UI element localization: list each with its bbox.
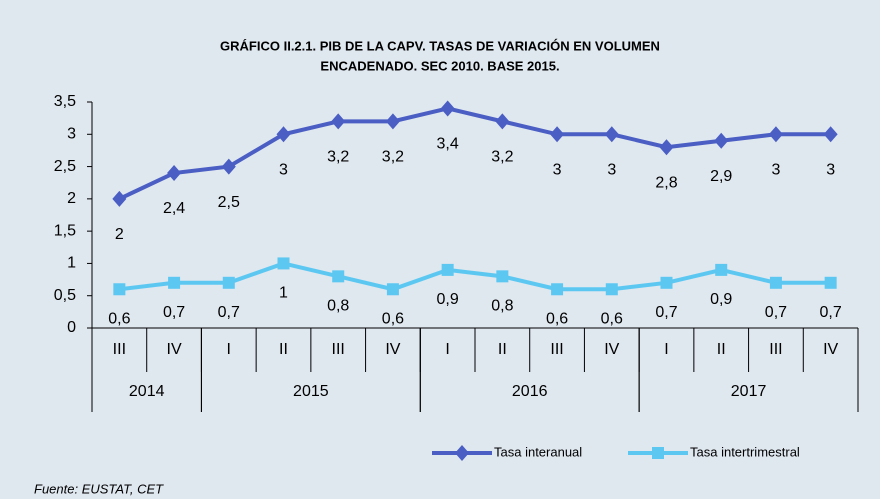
chart-subtitle: ENCADENADO. SEC 2010. BASE 2015. (320, 58, 559, 73)
marker (222, 276, 235, 289)
marker (659, 139, 674, 156)
y-tick-label: 2 (67, 190, 76, 207)
marker (551, 283, 564, 296)
marker (496, 270, 509, 283)
marker (276, 126, 291, 143)
year-label: 2015 (293, 383, 329, 400)
data-label: 0,7 (765, 304, 787, 321)
x-tick-label: IV (385, 341, 400, 358)
y-tick-label: 0,5 (54, 287, 76, 304)
x-tick-label: IV (604, 341, 619, 358)
x-tick-label: II (717, 341, 726, 358)
marker (495, 113, 510, 130)
x-tick-label: IV (823, 341, 838, 358)
source: Fuente: EUSTAT, CET (34, 481, 164, 496)
data-label: 3 (553, 162, 562, 179)
data-label: 2,9 (710, 168, 732, 185)
series-line (118, 106, 831, 201)
year-label: 2014 (129, 383, 165, 400)
marker (824, 276, 837, 289)
marker (277, 257, 290, 270)
data-label: 0,6 (546, 310, 568, 327)
x-tick-label: I (664, 341, 668, 358)
marker (715, 263, 728, 276)
chart-title: GRÁFICO II.2.1. PIB DE LA CAPV. TASAS DE… (220, 38, 660, 53)
data-label: 0,7 (163, 304, 185, 321)
x-tick-label: I (227, 341, 231, 358)
x-tick-label: IV (167, 341, 182, 358)
marker (168, 276, 181, 289)
data-label: 0,6 (108, 310, 130, 327)
legend-label: Tasa interanual (494, 444, 582, 459)
data-label: 2,8 (655, 174, 677, 191)
marker (386, 283, 399, 296)
data-label: 2,5 (218, 194, 240, 211)
marker (768, 126, 783, 143)
marker (823, 126, 838, 143)
data-label: 3,2 (491, 149, 513, 166)
y-tick-label: 2,5 (54, 158, 76, 175)
year-label: 2016 (512, 383, 548, 400)
marker (221, 158, 236, 175)
marker (167, 165, 182, 182)
marker (550, 126, 565, 143)
marker (440, 100, 455, 117)
y-tick-label: 0 (67, 319, 76, 336)
data-label: 0,6 (601, 310, 623, 327)
y-tick-label: 3,5 (54, 93, 76, 110)
marker (112, 190, 127, 207)
x-tick-label: III (550, 341, 563, 358)
legend-label: Tasa intertrimestral (690, 444, 800, 459)
marker (604, 126, 619, 143)
x-tick-label: III (332, 341, 345, 358)
marker (652, 447, 664, 459)
year-label: 2017 (731, 383, 767, 400)
y-tick-label: 3 (67, 126, 76, 143)
marker (331, 113, 346, 130)
data-label: 0,6 (382, 310, 404, 327)
data-label: 1 (279, 285, 288, 302)
data-label: 0,8 (491, 298, 513, 315)
marker (769, 276, 782, 289)
series-line (119, 261, 831, 292)
data-label: 0,7 (218, 304, 240, 321)
data-label: 0,9 (710, 291, 732, 308)
marker (714, 132, 729, 149)
marker (385, 113, 400, 130)
marker (441, 263, 454, 276)
marker (455, 445, 469, 461)
data-label: 0,8 (327, 298, 349, 315)
data-label: 3 (279, 162, 288, 179)
data-label: 3 (607, 162, 616, 179)
data-label: 3 (771, 162, 780, 179)
y-tick-label: 1,5 (54, 222, 76, 239)
marker (660, 276, 673, 289)
marker (605, 283, 618, 296)
marker (113, 283, 126, 296)
data-label: 0,7 (820, 304, 842, 321)
marker (332, 270, 345, 283)
x-tick-label: III (769, 341, 782, 358)
data-label: 3,4 (437, 136, 459, 153)
data-label: 0,9 (437, 291, 459, 308)
x-tick-label: II (279, 341, 288, 358)
data-label: 3 (826, 162, 835, 179)
x-tick-label: I (445, 341, 449, 358)
x-tick-label: II (498, 341, 507, 358)
x-tick-label: III (113, 341, 126, 358)
data-label: 2,4 (163, 200, 185, 217)
data-label: 0,7 (655, 304, 677, 321)
data-label: 2 (115, 226, 124, 243)
data-label: 3,2 (327, 149, 349, 166)
y-tick-label: 1 (67, 255, 76, 272)
data-label: 3,2 (382, 149, 404, 166)
